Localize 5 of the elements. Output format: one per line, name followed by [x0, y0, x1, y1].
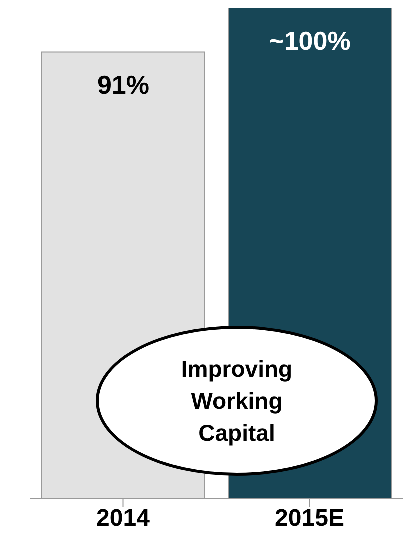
x-tick-label: 2015E — [275, 505, 344, 532]
data-label: ~100% — [269, 26, 351, 56]
annotation: Improving Working Capital — [180, 355, 294, 448]
x-tick-label: 2014 — [96, 505, 151, 532]
data-label: 91% — [97, 70, 150, 100]
